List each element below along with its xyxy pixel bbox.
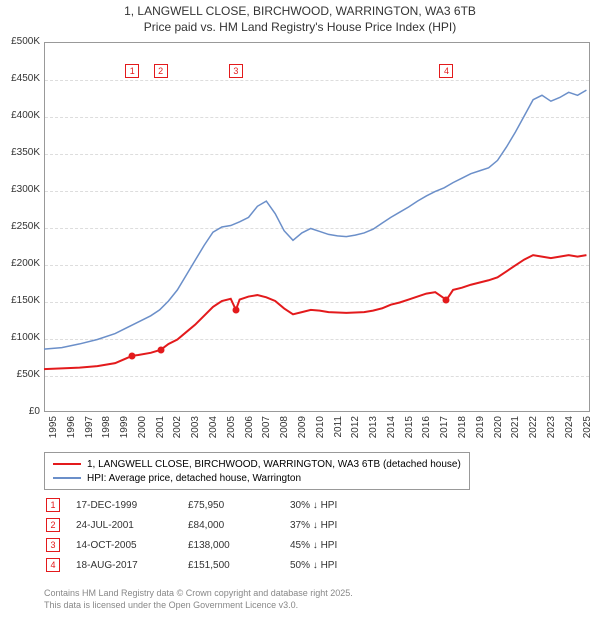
legend-row: 1, LANGWELL CLOSE, BIRCHWOOD, WARRINGTON…	[53, 457, 461, 471]
sale-point	[157, 346, 164, 353]
xtick-label: 2021	[510, 416, 521, 444]
legend-row: HPI: Average price, detached house, Warr…	[53, 471, 461, 485]
xtick-label: 2005	[226, 416, 237, 444]
xtick-label: 2008	[279, 416, 290, 444]
xtick-label: 2011	[333, 416, 344, 444]
event-price: £151,500	[188, 556, 288, 574]
event-date: 14-OCT-2005	[76, 536, 186, 554]
xtick-label: 2009	[297, 416, 308, 444]
xtick-label: 2003	[190, 416, 201, 444]
event-row-marker: 4	[46, 558, 60, 572]
xtick-label: 2000	[137, 416, 148, 444]
xtick-label: 2013	[368, 416, 379, 444]
event-table: 1 17-DEC-1999£75,95030% ↓ HPI 2 24-JUL-2001…	[44, 494, 353, 576]
event-row-marker: 2	[46, 518, 60, 532]
xtick-label: 2015	[404, 416, 415, 444]
event-marker-1: 1	[125, 64, 139, 78]
xtick-label: 2007	[261, 416, 272, 444]
event-row: 4 18-AUG-2017£151,50050% ↓ HPI	[46, 556, 351, 574]
legend-swatch	[53, 477, 81, 479]
footer-line-2: This data is licensed under the Open Gov…	[44, 600, 353, 612]
xtick-label: 2004	[208, 416, 219, 444]
xtick-label: 1996	[66, 416, 77, 444]
event-delta: 30% ↓ HPI	[290, 496, 351, 514]
xtick-label: 2002	[172, 416, 183, 444]
xtick-label: 2012	[350, 416, 361, 444]
legend-label: HPI: Average price, detached house, Warr…	[87, 473, 301, 484]
event-price: £138,000	[188, 536, 288, 554]
event-date: 24-JUL-2001	[76, 516, 186, 534]
xtick-label: 2017	[439, 416, 450, 444]
legend-swatch	[53, 463, 81, 465]
xtick-label: 2020	[493, 416, 504, 444]
sale-point	[129, 352, 136, 359]
xtick-label: 1995	[48, 416, 59, 444]
event-row-marker: 3	[46, 538, 60, 552]
xtick-label: 2024	[564, 416, 575, 444]
footer-text: Contains HM Land Registry data © Crown c…	[44, 588, 353, 611]
xtick-label: 1998	[101, 416, 112, 444]
xtick-label: 2014	[386, 416, 397, 444]
event-delta: 45% ↓ HPI	[290, 536, 351, 554]
xtick-label: 2010	[315, 416, 326, 444]
event-marker-2: 2	[154, 64, 168, 78]
event-marker-3: 3	[229, 64, 243, 78]
event-price: £75,950	[188, 496, 288, 514]
event-delta: 37% ↓ HPI	[290, 516, 351, 534]
event-date: 17-DEC-1999	[76, 496, 186, 514]
footer-line-1: Contains HM Land Registry data © Crown c…	[44, 588, 353, 600]
xtick-label: 1997	[84, 416, 95, 444]
legend-label: 1, LANGWELL CLOSE, BIRCHWOOD, WARRINGTON…	[87, 459, 461, 470]
sale-point	[443, 296, 450, 303]
event-date: 18-AUG-2017	[76, 556, 186, 574]
event-price: £84,000	[188, 516, 288, 534]
event-row: 3 14-OCT-2005£138,00045% ↓ HPI	[46, 536, 351, 554]
event-row: 2 24-JUL-2001£84,00037% ↓ HPI	[46, 516, 351, 534]
event-delta: 50% ↓ HPI	[290, 556, 351, 574]
event-row: 1 17-DEC-1999£75,95030% ↓ HPI	[46, 496, 351, 514]
xtick-label: 2006	[244, 416, 255, 444]
legend: 1, LANGWELL CLOSE, BIRCHWOOD, WARRINGTON…	[44, 452, 470, 490]
xtick-label: 2023	[546, 416, 557, 444]
sale-point	[232, 306, 239, 313]
xtick-label: 1999	[119, 416, 130, 444]
xtick-label: 2022	[528, 416, 539, 444]
event-marker-4: 4	[439, 64, 453, 78]
xtick-label: 2016	[421, 416, 432, 444]
xtick-label: 2001	[155, 416, 166, 444]
xtick-label: 2019	[475, 416, 486, 444]
xtick-label: 2025	[582, 416, 593, 444]
event-row-marker: 1	[46, 498, 60, 512]
series-price_paid	[44, 255, 586, 369]
xtick-label: 2018	[457, 416, 468, 444]
chart-svg	[0, 0, 590, 412]
